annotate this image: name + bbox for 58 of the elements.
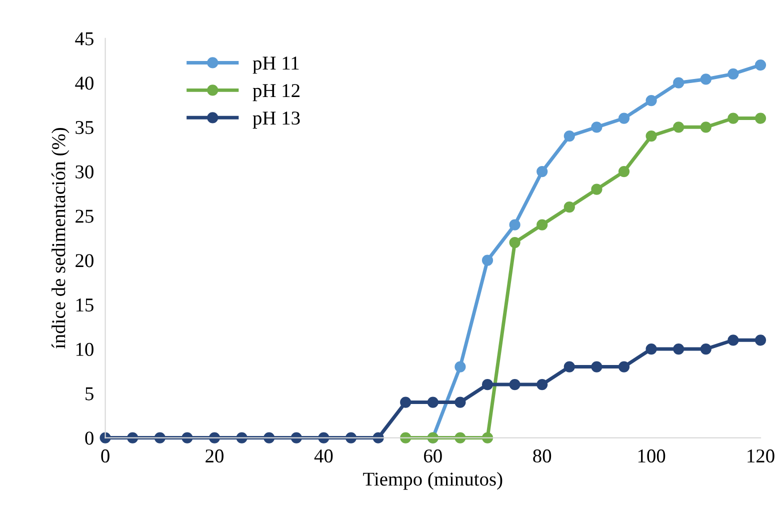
y-tick-label: 15 (76, 298, 94, 312)
legend-label: pH 12 (252, 84, 300, 102)
y-axis-title: índice de sedimentación (%) (52, 128, 70, 349)
point (536, 219, 548, 230)
x-tick-label: 100 (638, 449, 666, 463)
point (618, 361, 630, 372)
point (591, 361, 602, 372)
point (646, 343, 657, 355)
y-tick-label: 10 (76, 342, 94, 356)
point (482, 254, 494, 266)
point (591, 184, 602, 195)
y-tick-label: 25 (76, 210, 94, 223)
point (700, 343, 712, 355)
y-tick-label: 30 (76, 165, 94, 178)
x-tick-label: 80 (533, 449, 552, 463)
point (427, 396, 438, 408)
point (754, 59, 766, 71)
point (454, 396, 466, 408)
point (618, 112, 630, 124)
point (728, 334, 739, 346)
y-tick-label: 5 (86, 387, 94, 400)
point (536, 378, 548, 390)
point (509, 236, 520, 248)
point (646, 130, 657, 142)
x-tick-label: 40 (314, 449, 333, 463)
y-tick-label: 20 (76, 254, 94, 268)
y-tick-label: 35 (76, 121, 94, 134)
point (536, 166, 548, 178)
point (591, 122, 602, 133)
point (564, 201, 575, 213)
x-tick-label: 0 (101, 449, 110, 463)
point (564, 130, 575, 142)
legend-label: pH 13 (252, 112, 300, 129)
point (509, 378, 520, 390)
point (700, 122, 712, 133)
point (754, 112, 766, 124)
point (673, 77, 684, 88)
point (400, 396, 412, 408)
point (646, 94, 657, 106)
point (673, 343, 684, 355)
point (728, 68, 739, 80)
x-tick-label: 120 (748, 449, 774, 463)
y-tick-label: 0 (85, 432, 94, 445)
y-tick-label: 40 (75, 76, 94, 90)
point (564, 361, 575, 372)
point (673, 122, 684, 133)
point (700, 74, 712, 85)
point (509, 219, 520, 230)
x-tick-label: 20 (206, 449, 224, 463)
y-tick-label: 45 (75, 32, 94, 46)
x-axis-title: Tiempo (minutos) (363, 472, 502, 490)
point (728, 112, 739, 124)
x-tick-label: 60 (424, 449, 442, 463)
legend-label: pH 11 (252, 56, 299, 74)
point (754, 334, 766, 346)
point (618, 166, 630, 178)
point (454, 361, 466, 372)
point (482, 378, 494, 390)
